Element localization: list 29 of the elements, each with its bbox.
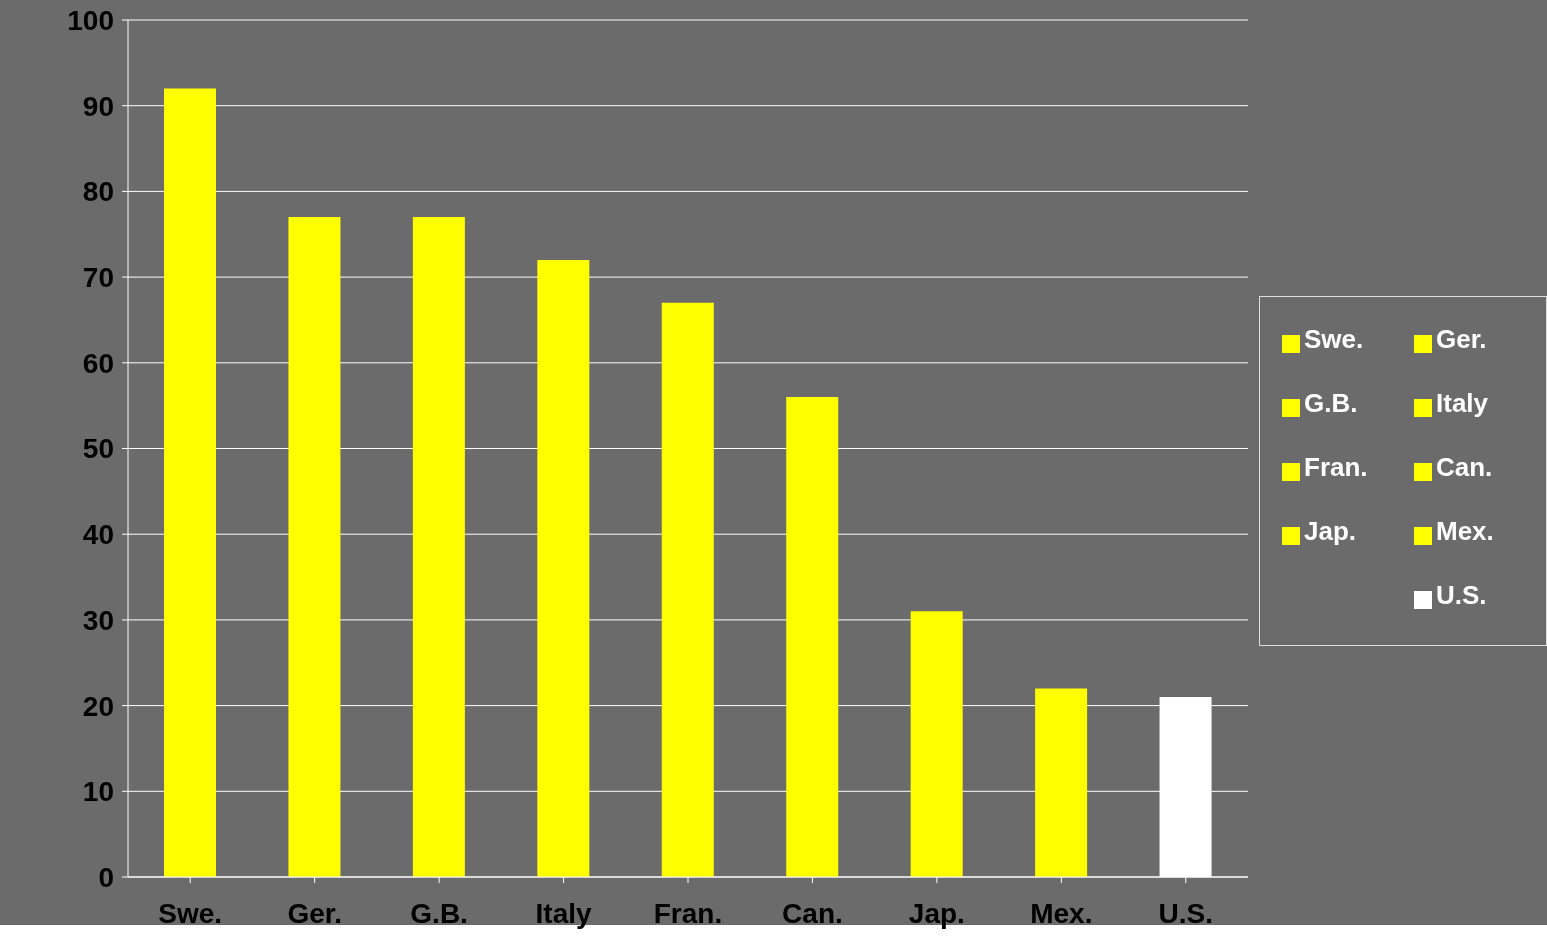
y-tick-label: 90 xyxy=(82,90,114,122)
y-tick-label: 40 xyxy=(82,519,114,551)
y-tick-label: 60 xyxy=(82,347,114,379)
x-tick-label: G.B. xyxy=(410,897,468,929)
legend-label: U.S. xyxy=(1436,578,1488,612)
legend-label: Fran. xyxy=(1304,450,1369,484)
x-tick-label: Italy xyxy=(535,897,592,929)
y-tick-label: 0 xyxy=(98,861,114,893)
legend-label: G.B. xyxy=(1304,386,1359,420)
legend-label: Ger. xyxy=(1436,322,1488,356)
y-tick-label: 20 xyxy=(82,690,114,722)
y-tick-label: 100 xyxy=(67,4,114,36)
legend-label: Jap. xyxy=(1304,514,1358,548)
x-tick-label: Can. xyxy=(782,897,843,929)
y-tick-label: 10 xyxy=(82,776,114,808)
y-tick-label: 50 xyxy=(82,433,114,465)
legend-label: Can. xyxy=(1436,450,1494,484)
x-tick-label: Ger. xyxy=(287,897,342,929)
y-tick-label: 30 xyxy=(82,604,114,636)
y-tick-label: 80 xyxy=(82,176,114,208)
y-tick-label: 70 xyxy=(82,262,114,294)
x-tick-label: Swe. xyxy=(158,897,223,929)
legend-label: Swe. xyxy=(1304,322,1365,356)
x-tick-label: Fran. xyxy=(653,897,723,929)
legend-label: Italy xyxy=(1436,386,1490,420)
legend-label: Mex. xyxy=(1436,514,1495,548)
x-tick-label: Jap. xyxy=(908,897,965,929)
x-tick-label: U.S. xyxy=(1158,897,1214,929)
x-tick-label: Mex. xyxy=(1030,897,1093,929)
